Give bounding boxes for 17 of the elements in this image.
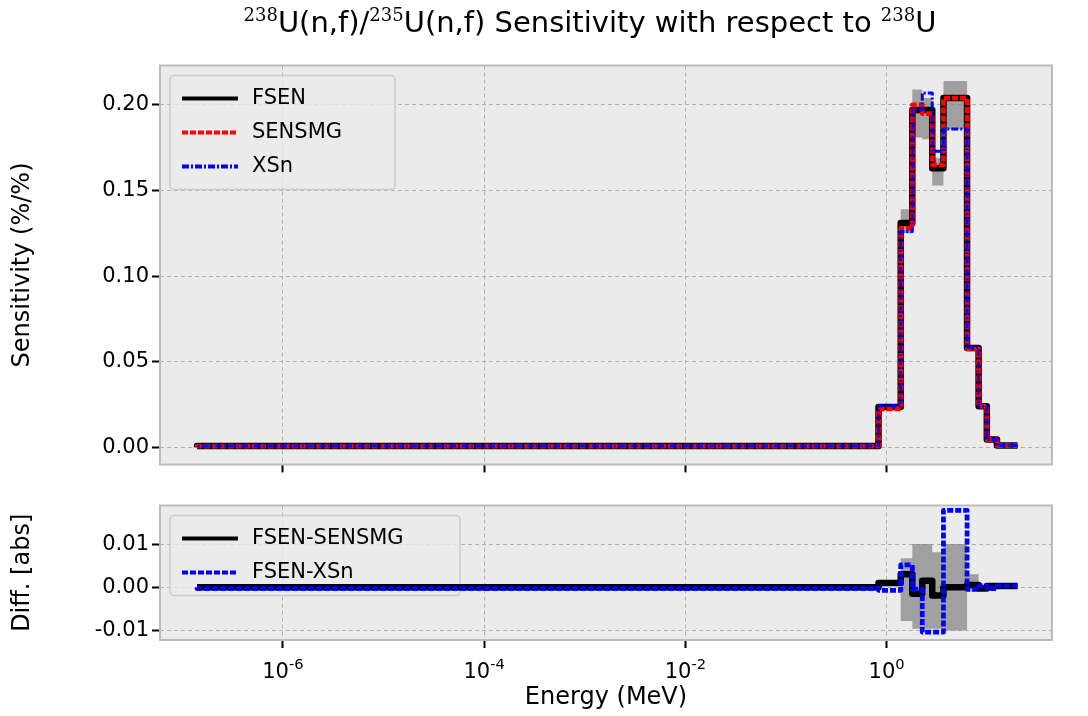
y-tick-label: 0.10 xyxy=(102,262,149,287)
x-axis-title: Energy (MeV) xyxy=(524,681,688,710)
y-tick-label: 0.00 xyxy=(102,433,149,458)
legend-label: FSEN xyxy=(252,85,307,110)
y-tick-label: 0.15 xyxy=(102,177,149,201)
legend-label: SENSMG xyxy=(252,119,343,144)
chart-title: $^{238}$U(n,f)/$^{235}$U(n,f) Sensitivity with respect to $^{238}$U xyxy=(242,4,938,39)
legend-label: XSn xyxy=(252,153,294,178)
y-tick-label: 0.05 xyxy=(102,348,149,373)
y-tick-label: 0.20 xyxy=(102,91,149,116)
legend-label: FSEN-XSn xyxy=(252,559,354,584)
y-axis-title: Sensitivity (%/%) xyxy=(6,162,35,368)
y-tick-label: 0.01 xyxy=(102,530,149,555)
y-tick-label: -0.01 xyxy=(94,616,149,641)
y-axis-title: Diff. [abs] xyxy=(6,513,35,632)
y-tick-label: 0.00 xyxy=(102,573,149,598)
legend-label: FSEN-SENSMG xyxy=(252,525,404,550)
